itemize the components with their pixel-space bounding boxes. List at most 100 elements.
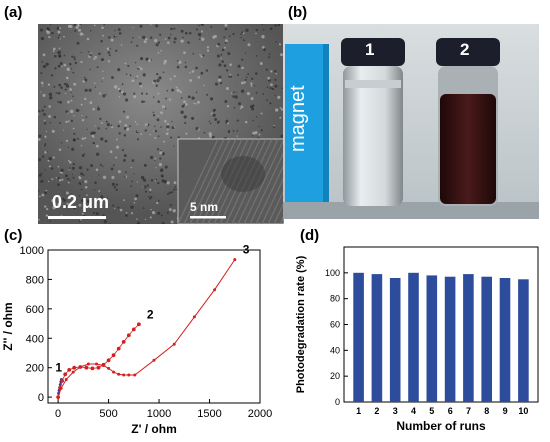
nanoparticle-dot (101, 165, 104, 167)
x-tick-label: 4 (411, 406, 416, 416)
nanoparticle-dot (195, 127, 199, 131)
nanoparticle-dot (53, 115, 57, 119)
nanoparticle-dot (191, 116, 195, 120)
nanoparticle-dot (189, 79, 193, 82)
vial-1-cap (341, 38, 405, 66)
nanoparticle-dot (133, 173, 135, 175)
nanoparticle-dot (160, 214, 163, 217)
nanoparticle-dot (42, 155, 45, 158)
nanoparticle-dot (166, 128, 169, 131)
nanoparticle-dot (118, 132, 121, 135)
series-2-point (111, 353, 116, 358)
nanoparticle-dot (48, 156, 52, 161)
nanoparticle-dot (240, 33, 242, 36)
nanoparticle-dot (219, 81, 223, 85)
nanoparticle-dot (179, 90, 182, 94)
bar (463, 274, 474, 402)
nanoparticle-dot (53, 85, 56, 88)
nanoparticle-dot (88, 55, 91, 58)
nanoparticle-dot (230, 92, 233, 94)
nanoparticle-dot (67, 159, 70, 162)
nanoparticle-dot (185, 31, 188, 35)
y-tick-label: 100 (325, 268, 340, 278)
nanoparticle-dot (270, 83, 273, 87)
nanoparticle-dot (159, 150, 162, 152)
nanoparticle-dot (83, 153, 86, 155)
nanoparticle-dot (208, 132, 212, 136)
nanoparticle-dot (232, 130, 235, 132)
nanoparticle-dot (270, 70, 273, 73)
nanoparticle-dot (217, 42, 221, 46)
nanoparticle-dot (57, 54, 62, 58)
nanoparticle-dot (85, 116, 88, 118)
vial-1 (343, 66, 403, 206)
nanoparticle-dot (178, 60, 182, 64)
nanoparticle-dot (89, 29, 92, 32)
series-2-point (63, 372, 68, 377)
nanoparticle-dot (95, 168, 99, 172)
nanoparticle-dot (153, 79, 157, 83)
nanoparticle-dot (218, 75, 222, 79)
nanoparticle-dot (123, 199, 125, 201)
nanoparticle-dot (100, 39, 103, 43)
nanoparticle-dot (170, 27, 173, 31)
nanoparticle-dot (89, 68, 91, 71)
series-3-point (117, 372, 121, 376)
nanoparticle-dot (79, 32, 83, 36)
nanoparticle-dot (71, 147, 75, 151)
nanoparticle-dot (274, 70, 277, 73)
nanoparticle-dot (125, 171, 127, 173)
nanoparticle-dot (93, 24, 96, 27)
nanoparticle-dot (161, 175, 164, 178)
nanoparticle-dot (155, 84, 158, 87)
nanoparticle-dot (158, 162, 163, 167)
nanoparticle-dot (57, 183, 60, 186)
nanoparticle-dot (154, 125, 156, 128)
nanoparticle-dot (99, 200, 102, 204)
nanoparticle-dot (252, 134, 254, 137)
nanoparticle-dot (183, 100, 186, 104)
nanoparticle-dot (125, 98, 129, 102)
nanoparticle-dot (245, 28, 249, 32)
nanoparticle-dot (148, 196, 150, 198)
lattice-fringe (189, 138, 231, 224)
nanoparticle-dot (224, 24, 228, 27)
panel-c-label: (c) (4, 227, 23, 244)
nanoparticle-dot (200, 55, 203, 58)
series-2-point (90, 366, 95, 371)
nanoparticle-dot (99, 117, 102, 120)
nanoparticle-dot (271, 87, 275, 91)
nanoparticle-dot (195, 66, 198, 70)
nanoparticle-dot (157, 182, 160, 185)
nanoparticle-dot (112, 164, 115, 167)
nanoparticle-dot (171, 126, 175, 130)
nanoparticle-dot (166, 41, 170, 45)
nanoparticle-dot (136, 44, 139, 47)
nanoparticle-dot (95, 152, 100, 156)
nanoparticle-dot (43, 112, 46, 116)
nanoparticle-dot (159, 157, 162, 160)
nanoparticle-dot (166, 181, 170, 185)
nanoparticle-dot (82, 181, 84, 183)
nanoparticle-dot (58, 47, 61, 50)
nanoparticle-dot (267, 76, 271, 80)
nanoparticle-dot (75, 25, 79, 29)
nanoparticle-dot (229, 63, 232, 67)
nanoparticle-dot (168, 208, 172, 211)
nanoparticle-dot (240, 89, 245, 93)
nanoparticle-dot (100, 195, 104, 199)
nanoparticle-dot (258, 125, 260, 128)
nanoparticle-dot (173, 37, 177, 41)
nanoparticle-dot (143, 40, 147, 44)
plot-frame (47, 249, 261, 404)
nanoparticle-dot (38, 173, 42, 177)
nanoparticle-dot (197, 100, 200, 104)
nanoparticle-dot (136, 75, 139, 78)
nanoparticle-dot (103, 220, 107, 224)
nanoparticle-dot (166, 89, 169, 92)
nanoparticle-dot (206, 49, 210, 52)
nanoparticle-dot (191, 96, 195, 100)
nanoparticle-dot (44, 191, 47, 195)
nanoparticle-dot (167, 193, 169, 196)
nanoparticle-dot (155, 167, 157, 169)
